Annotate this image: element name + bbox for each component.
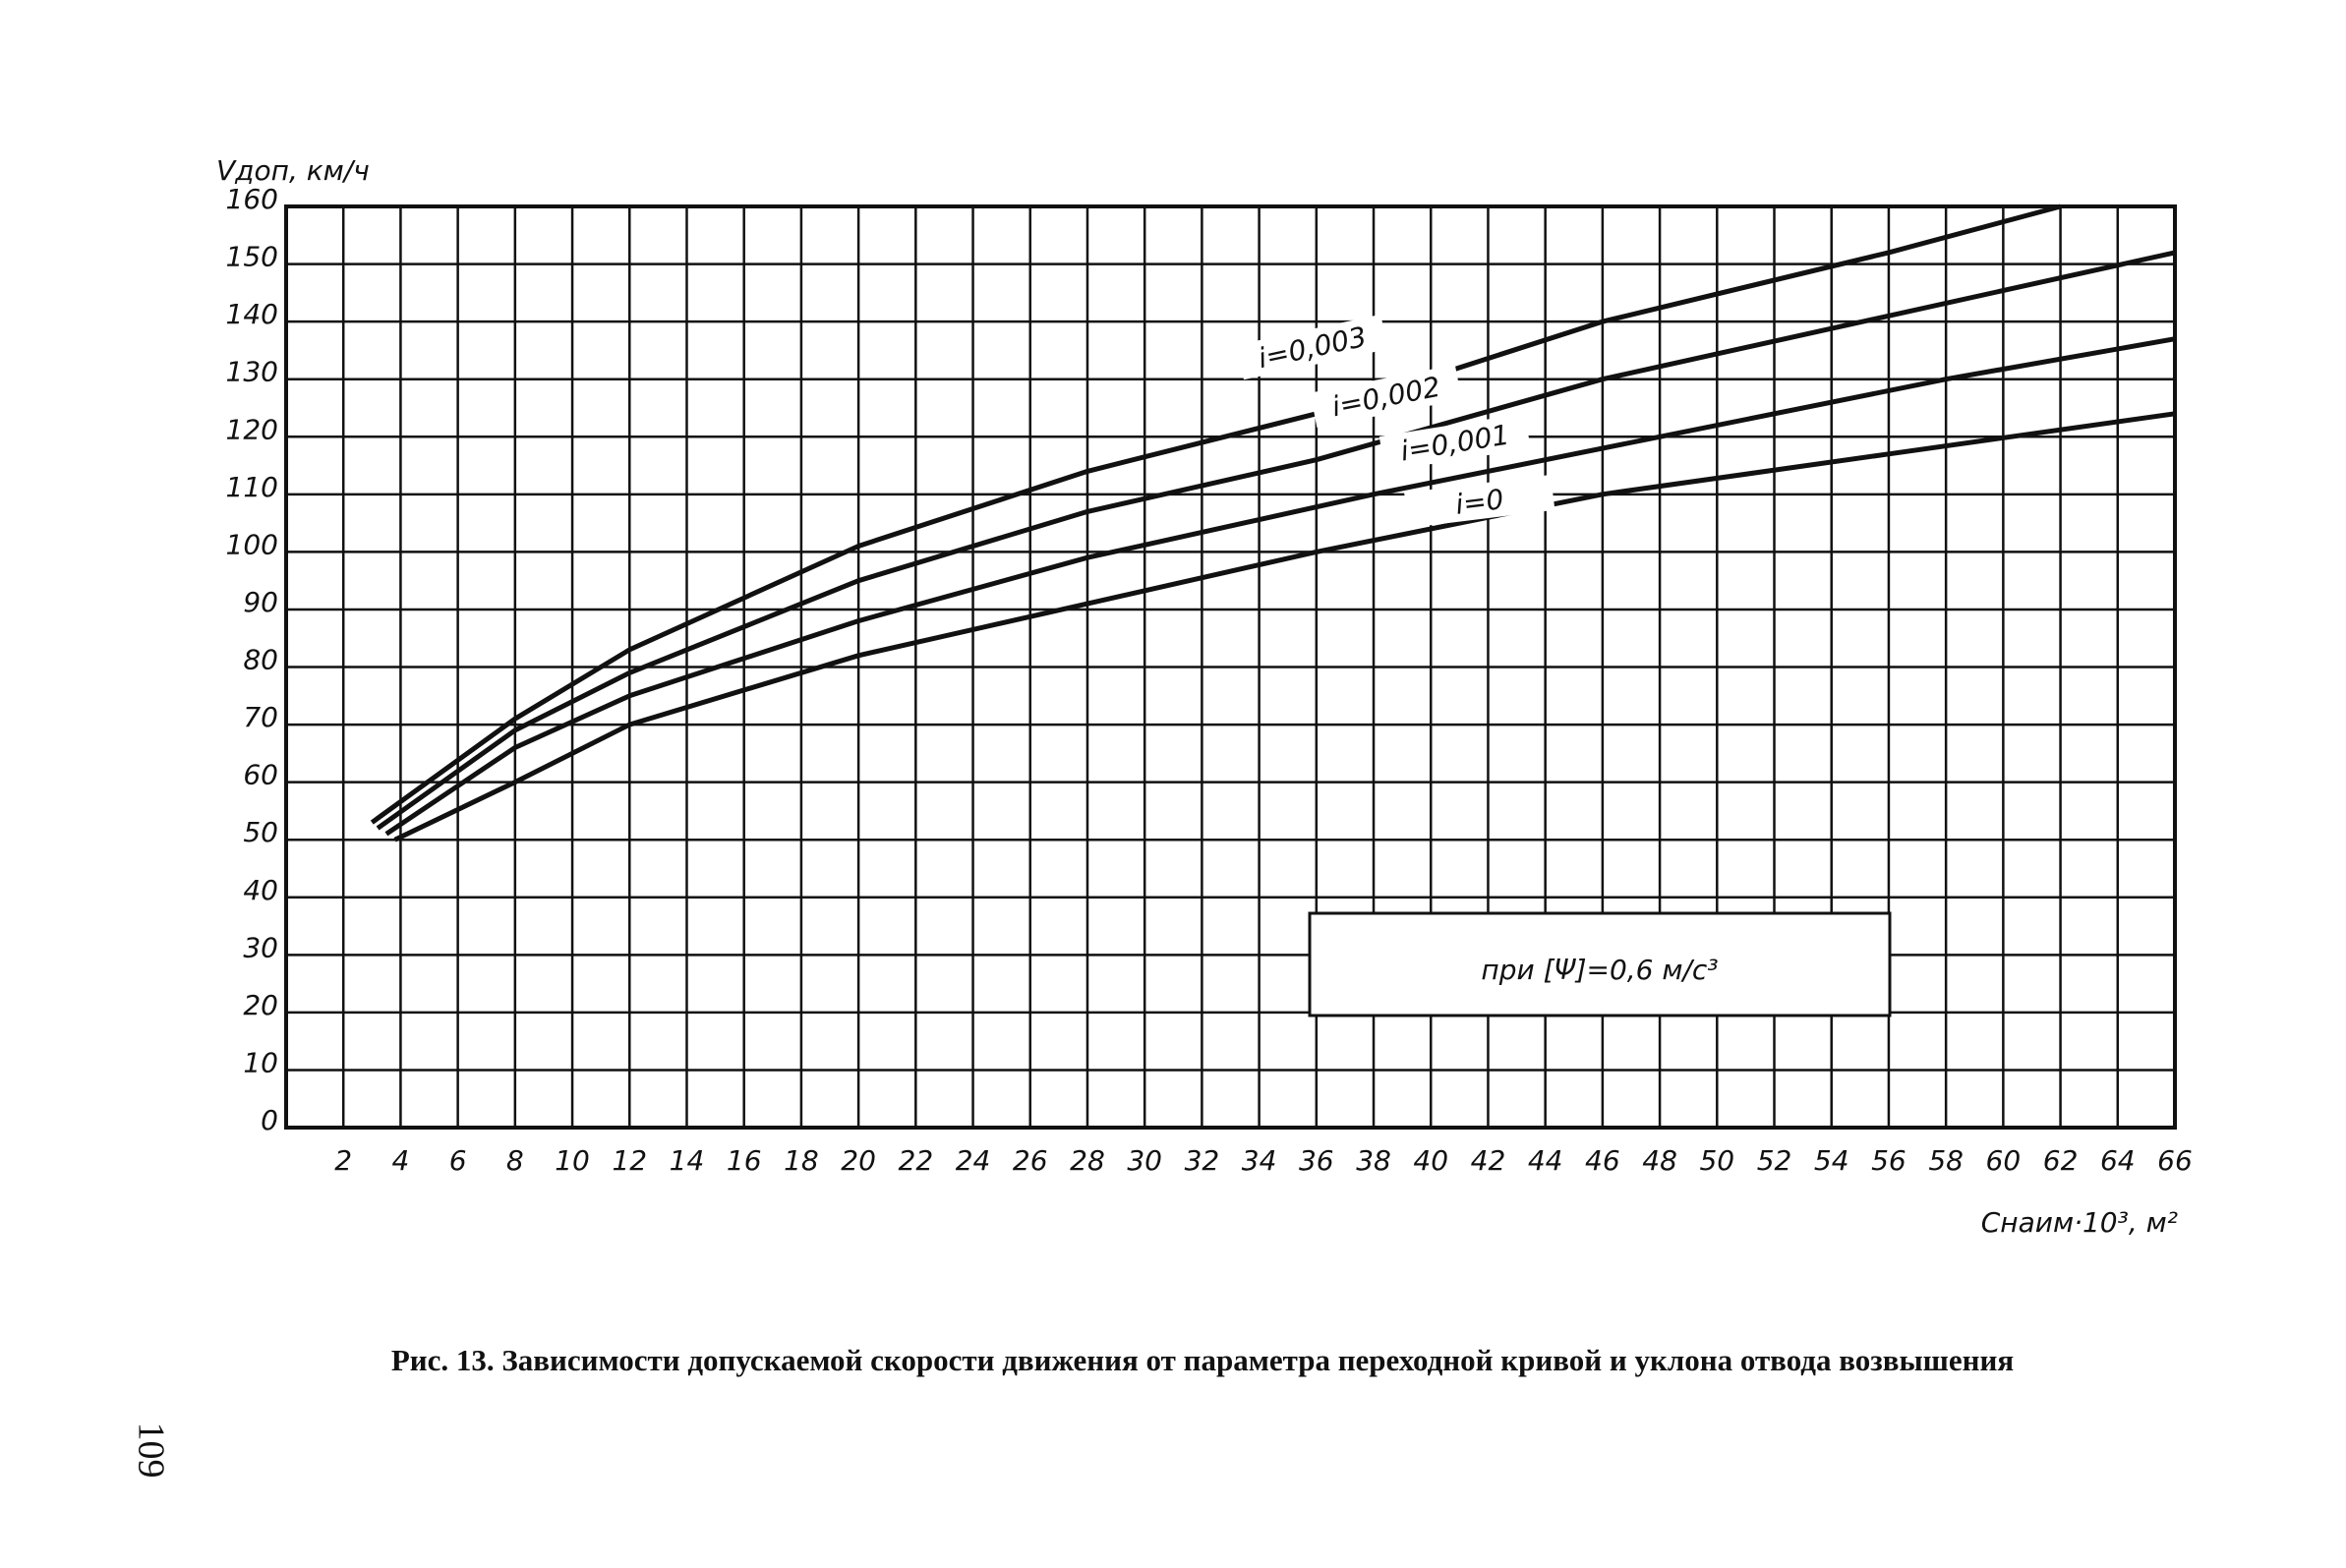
x-tick-label: 66 [2157, 1144, 2193, 1177]
series-label-bg [1236, 314, 1388, 380]
x-tick-label: 34 [1242, 1144, 1277, 1177]
y-tick-label: 20 [243, 989, 278, 1021]
x-tick-label: 60 [1986, 1144, 2022, 1177]
x-tick-label: 4 [392, 1144, 410, 1177]
series-label: i=0,003 [1256, 320, 1370, 375]
series-label-bg [1404, 475, 1555, 529]
series-label: i=0 [1453, 483, 1505, 521]
y-tick-label: 100 [226, 528, 278, 560]
x-tick-label: 30 [1127, 1144, 1162, 1177]
series-line [376, 250, 2176, 831]
y-tick-label: 150 [226, 241, 278, 273]
x-tick-label: 64 [2100, 1144, 2136, 1177]
y-tick-label: 10 [243, 1046, 278, 1078]
x-tick-label: 2 [334, 1144, 352, 1177]
x-tick-label: 10 [555, 1144, 590, 1177]
y-tick-label: 90 [243, 586, 278, 618]
x-tick-label: 38 [1356, 1144, 1391, 1177]
y-tick-label: 50 [243, 816, 278, 848]
y-tick-label: 120 [226, 413, 278, 445]
y-tick-label: 80 [243, 644, 278, 676]
y-axis-label: Vдоп, км/ч [216, 154, 370, 187]
series-label-bg [1310, 365, 1462, 429]
x-tick-label: 20 [841, 1144, 876, 1177]
y-tick-label: 110 [226, 471, 278, 503]
y-tick-label: 30 [243, 931, 278, 963]
x-tick-label: 26 [1013, 1144, 1048, 1177]
x-tick-label: 18 [784, 1144, 819, 1177]
y-tick-label: 40 [243, 874, 278, 906]
x-tick-label: 56 [1871, 1144, 1906, 1177]
x-tick-label: 52 [1757, 1144, 1792, 1177]
x-tick-label: 22 [899, 1144, 934, 1177]
x-tick-label: 46 [1585, 1144, 1620, 1177]
x-axis-label: Cнаим·10³, м² [1981, 1206, 2178, 1239]
y-tick-label: 60 [243, 759, 278, 791]
annotation-box [1308, 911, 1892, 1017]
annotation: при [Ψ]=0,6 м/с³ [1481, 954, 1718, 986]
x-tick-label: 12 [612, 1144, 647, 1177]
x-tick-label: 40 [1413, 1144, 1448, 1177]
x-tick-label: 24 [956, 1144, 991, 1177]
y-tick-label: 70 [243, 701, 278, 733]
y-tick-label: 160 [226, 183, 278, 215]
x-tick-label: 32 [1185, 1144, 1220, 1177]
x-tick-label: 42 [1471, 1144, 1506, 1177]
caption: Рис. 13. Зависимости допускаемой скорост… [391, 1343, 2014, 1377]
x-tick-label: 16 [727, 1144, 762, 1177]
x-tick-label: 28 [1070, 1144, 1105, 1177]
x-tick-label: 8 [506, 1144, 524, 1177]
y-tick-label: 140 [226, 298, 278, 330]
x-tick-label: 36 [1299, 1144, 1334, 1177]
x-tick-label: 58 [1928, 1144, 1964, 1177]
x-tick-label: 6 [449, 1144, 467, 1177]
x-tick-label: 48 [1642, 1144, 1677, 1177]
x-tick-label: 14 [670, 1144, 705, 1177]
x-tick-label: 54 [1814, 1144, 1849, 1177]
y-tick-label: 130 [226, 356, 278, 388]
series-label-bg [1378, 413, 1531, 472]
y-tick-label: 0 [261, 1104, 278, 1136]
x-tick-label: 44 [1528, 1144, 1563, 1177]
series-line [393, 411, 2176, 842]
series-line [370, 203, 2062, 825]
series-line [384, 336, 2176, 837]
x-tick-label: 62 [2043, 1144, 2079, 1177]
page-number: 109 [130, 1423, 171, 1479]
x-tick-label: 50 [1699, 1144, 1734, 1177]
